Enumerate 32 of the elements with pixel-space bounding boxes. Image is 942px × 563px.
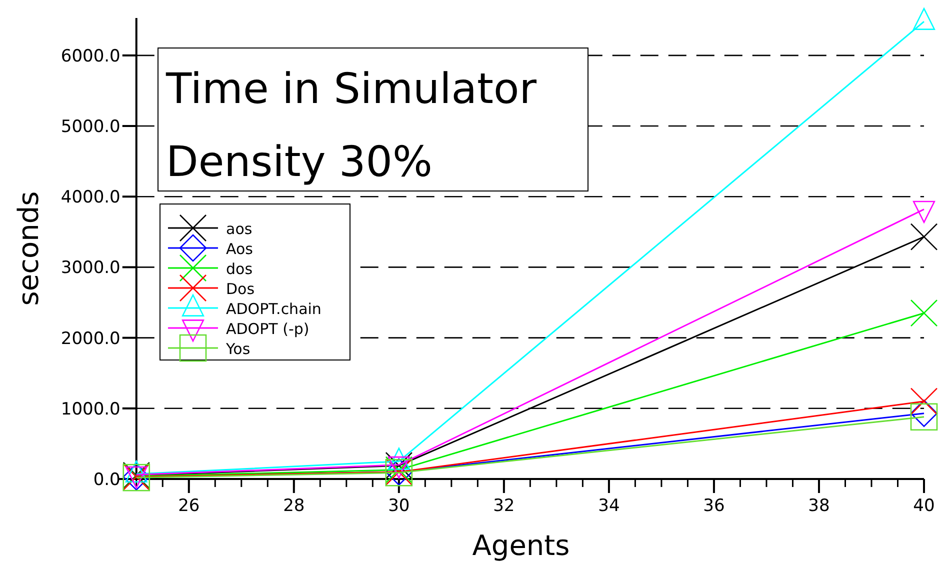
text: Density 30% <box>166 137 432 186</box>
x-tick-label: 38 <box>808 496 830 516</box>
x-tick-label: 28 <box>283 496 305 516</box>
y-tick-label: 3000.0 <box>60 258 120 278</box>
legend-label: Aos <box>226 240 254 258</box>
point <box>910 223 938 250</box>
y-tick-label: 6000.0 <box>60 46 120 66</box>
point <box>910 299 938 327</box>
x-tick-label: 26 <box>178 496 200 516</box>
x-tick-label: 40 <box>913 496 935 516</box>
text: Time in Simulator <box>165 64 538 113</box>
point <box>385 452 413 480</box>
legend-label: Yos <box>225 340 250 358</box>
legend-label: aos <box>226 220 252 238</box>
point <box>910 388 938 415</box>
y-tick-label: 1000.0 <box>60 399 120 420</box>
y-axis-title: seconds <box>12 191 45 306</box>
legend-label: ADOPT.chain <box>226 300 322 318</box>
y-tick-label: 2000.0 <box>60 328 120 349</box>
legend-label: Dos <box>226 280 255 298</box>
x-tick-label: 32 <box>493 496 515 516</box>
x-tick-label: 30 <box>388 496 410 516</box>
x-tick-label: 34 <box>598 496 620 516</box>
y-tick-label: 0.0 <box>93 470 120 490</box>
y-tick-label: 4000.0 <box>60 188 120 208</box>
point <box>910 403 938 431</box>
point <box>910 400 938 427</box>
x-axis-title: Agents <box>472 529 570 562</box>
legend-label: ADOPT (-p) <box>226 320 310 338</box>
y-tick-label: 5000.0 <box>60 117 120 138</box>
legend-label: dos <box>226 260 253 278</box>
x-tick-label: 36 <box>703 496 725 516</box>
